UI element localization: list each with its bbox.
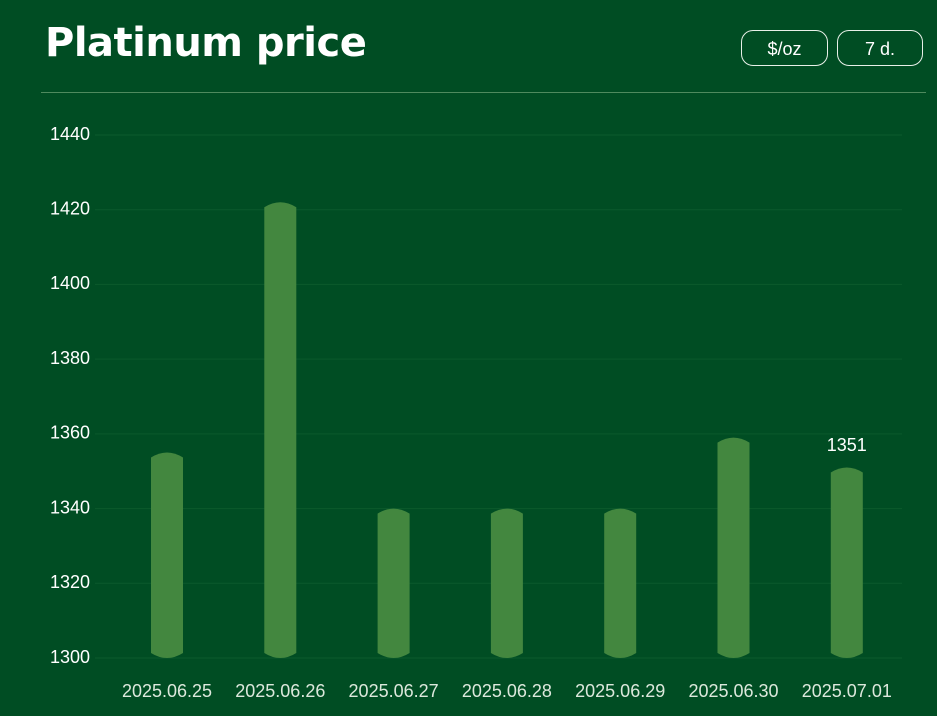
bar <box>717 437 750 658</box>
y-tick-label: 1380 <box>50 348 90 368</box>
bar <box>830 467 863 658</box>
bar <box>151 452 183 658</box>
y-tick-label: 1440 <box>50 124 90 144</box>
bar <box>490 508 523 658</box>
x-tick-label: 2025.06.29 <box>575 681 665 701</box>
y-tick-label: 1300 <box>50 647 90 667</box>
x-tick-label: 2025.07.01 <box>802 681 892 701</box>
bar <box>377 508 410 658</box>
x-tick-label: 2025.06.27 <box>349 681 439 701</box>
y-tick-label: 1400 <box>50 273 90 293</box>
x-tick-label: 2025.06.25 <box>122 681 212 701</box>
bar <box>604 508 637 658</box>
divider <box>41 92 926 93</box>
value-label: 1351 <box>827 435 867 455</box>
bar <box>264 202 297 658</box>
range-button[interactable]: 7 d. <box>837 30 923 66</box>
y-tick-label: 1320 <box>50 572 90 592</box>
x-tick-label: 2025.06.28 <box>462 681 552 701</box>
x-tick-label: 2025.06.30 <box>688 681 778 701</box>
chart-title: Platinum price <box>45 20 367 66</box>
y-tick-label: 1420 <box>50 198 90 218</box>
x-tick-label: 2025.06.26 <box>235 681 325 701</box>
unit-button[interactable]: $/oz <box>741 30 828 66</box>
y-tick-label: 1340 <box>50 497 90 517</box>
y-tick-label: 1360 <box>50 423 90 443</box>
